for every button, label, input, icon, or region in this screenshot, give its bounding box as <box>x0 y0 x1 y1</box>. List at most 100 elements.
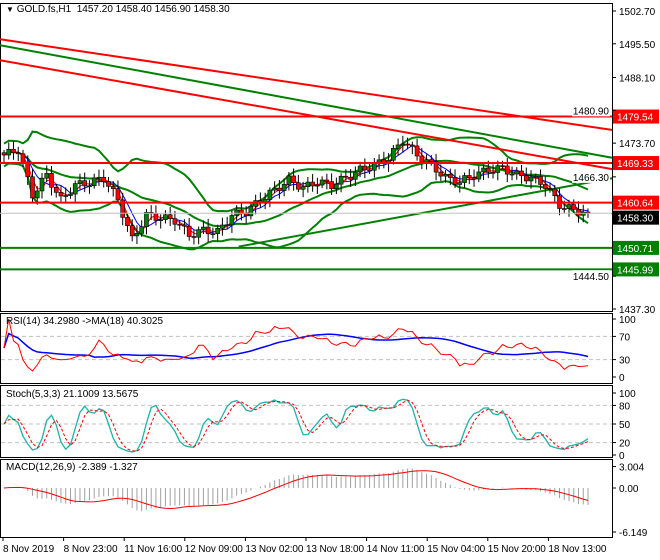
ma-blue <box>3 145 589 234</box>
candle-body <box>561 208 567 210</box>
candle-body <box>566 204 572 209</box>
candle-body <box>319 179 325 186</box>
candle-body <box>34 190 40 199</box>
rsi-tick-label: 0 <box>619 373 625 384</box>
candle-body <box>429 159 434 163</box>
candle-body <box>215 228 220 234</box>
candle-body <box>296 182 301 190</box>
stoch-tick-label: 50 <box>619 420 631 431</box>
level-badge <box>613 156 659 171</box>
candle-body <box>110 186 116 189</box>
y-tick-label: 1466.30 <box>573 173 610 184</box>
x-tick-label: 18 Nov 13:00 <box>548 544 606 555</box>
candle-body <box>115 188 121 201</box>
candle-body <box>1 152 7 156</box>
candle-body <box>324 179 330 182</box>
level-label: 1479.54 <box>617 113 654 124</box>
candle-body <box>481 167 486 173</box>
macd-signal-line <box>3 470 589 510</box>
bollinger-upper <box>3 130 589 213</box>
candle-body <box>315 184 320 187</box>
trendline-2 <box>0 44 613 159</box>
candle-body <box>68 193 73 196</box>
candle-body <box>91 177 97 187</box>
candle-body <box>229 215 235 226</box>
stoch-signal-line <box>3 399 589 452</box>
candle-body <box>300 186 306 190</box>
candle-body <box>120 199 125 218</box>
candle-body <box>144 212 149 228</box>
candle-body <box>15 152 21 155</box>
candle-body <box>186 225 192 237</box>
candle-body <box>210 233 216 235</box>
candle-body <box>196 229 201 238</box>
candle-body <box>286 175 292 185</box>
x-tick-label: 13 Nov 18:00 <box>306 544 364 555</box>
candle-body <box>87 185 92 188</box>
level-label: 1445.99 <box>617 265 654 276</box>
candle-body <box>471 177 477 180</box>
candle-body <box>310 181 315 187</box>
candle-body <box>106 181 111 187</box>
candle-body <box>20 153 26 164</box>
candle-body <box>277 187 282 191</box>
candle-body <box>58 192 64 197</box>
x-tick-label: 13 Nov 02:00 <box>245 544 303 555</box>
level-badge <box>613 195 659 210</box>
rsi-line <box>3 318 589 372</box>
candle-body <box>182 224 187 227</box>
candle-body <box>134 233 140 237</box>
y-tick-label: 1437.30 <box>619 305 656 316</box>
candle-body <box>129 225 135 237</box>
candle-body <box>576 208 581 216</box>
candle-body <box>457 182 463 185</box>
candle-body <box>476 171 482 180</box>
candle-body <box>153 213 159 221</box>
candle-body <box>220 224 225 229</box>
candle-body <box>30 176 35 199</box>
y-tick-label: 1444.50 <box>573 272 610 283</box>
candle-body <box>63 195 69 197</box>
x-tick-label: 8 Nov 2019 <box>3 544 55 555</box>
macd-tick-label: 0.00 <box>619 484 639 495</box>
candle-body <box>353 171 358 180</box>
symbol-label: GOLD.fs,H1 <box>16 4 72 15</box>
trendline-1 <box>0 59 613 171</box>
candle-body <box>158 219 163 221</box>
candle-body <box>485 167 491 173</box>
candle-body <box>96 176 102 179</box>
x-tick-label: 15 Nov 04:00 <box>427 544 485 555</box>
stoch-main-line <box>3 398 589 453</box>
y-tick-label: 1495.50 <box>619 40 656 51</box>
stoch-tick-label: 100 <box>619 389 636 400</box>
bollinger-lower <box>3 162 589 251</box>
panel-frame-1 <box>0 313 613 384</box>
candle-body <box>514 170 520 175</box>
rsi-tick-label: 30 <box>619 356 631 367</box>
candle-body <box>205 226 211 235</box>
candle-body <box>448 173 453 178</box>
candle-body <box>433 161 439 173</box>
panel-frame-2 <box>0 385 613 458</box>
candle-body <box>571 204 577 210</box>
stoch-tick-label: 0 <box>619 451 625 462</box>
candle-body <box>490 172 496 174</box>
ma-red <box>3 144 589 235</box>
x-tick-label: 8 Nov 23:00 <box>64 544 118 555</box>
rsi-tick-label: 100 <box>619 315 636 326</box>
macd-title: MACD(12,26,9) -2.389 -1.327 <box>6 462 138 473</box>
candle-body <box>348 176 353 180</box>
level-label: 1450.71 <box>617 244 654 255</box>
candle-body <box>438 171 444 177</box>
panel-frame-0 <box>0 3 613 312</box>
candle-body <box>267 189 273 200</box>
level-badge <box>613 262 659 277</box>
candle-body <box>362 165 368 171</box>
candle-body <box>410 144 415 147</box>
candle-body <box>395 144 401 149</box>
collapse-triangle-icon[interactable]: ▼ <box>6 5 14 14</box>
macd-tick-label: 3.004 <box>619 463 644 474</box>
candle-body <box>6 148 12 156</box>
candle-body <box>542 184 548 189</box>
